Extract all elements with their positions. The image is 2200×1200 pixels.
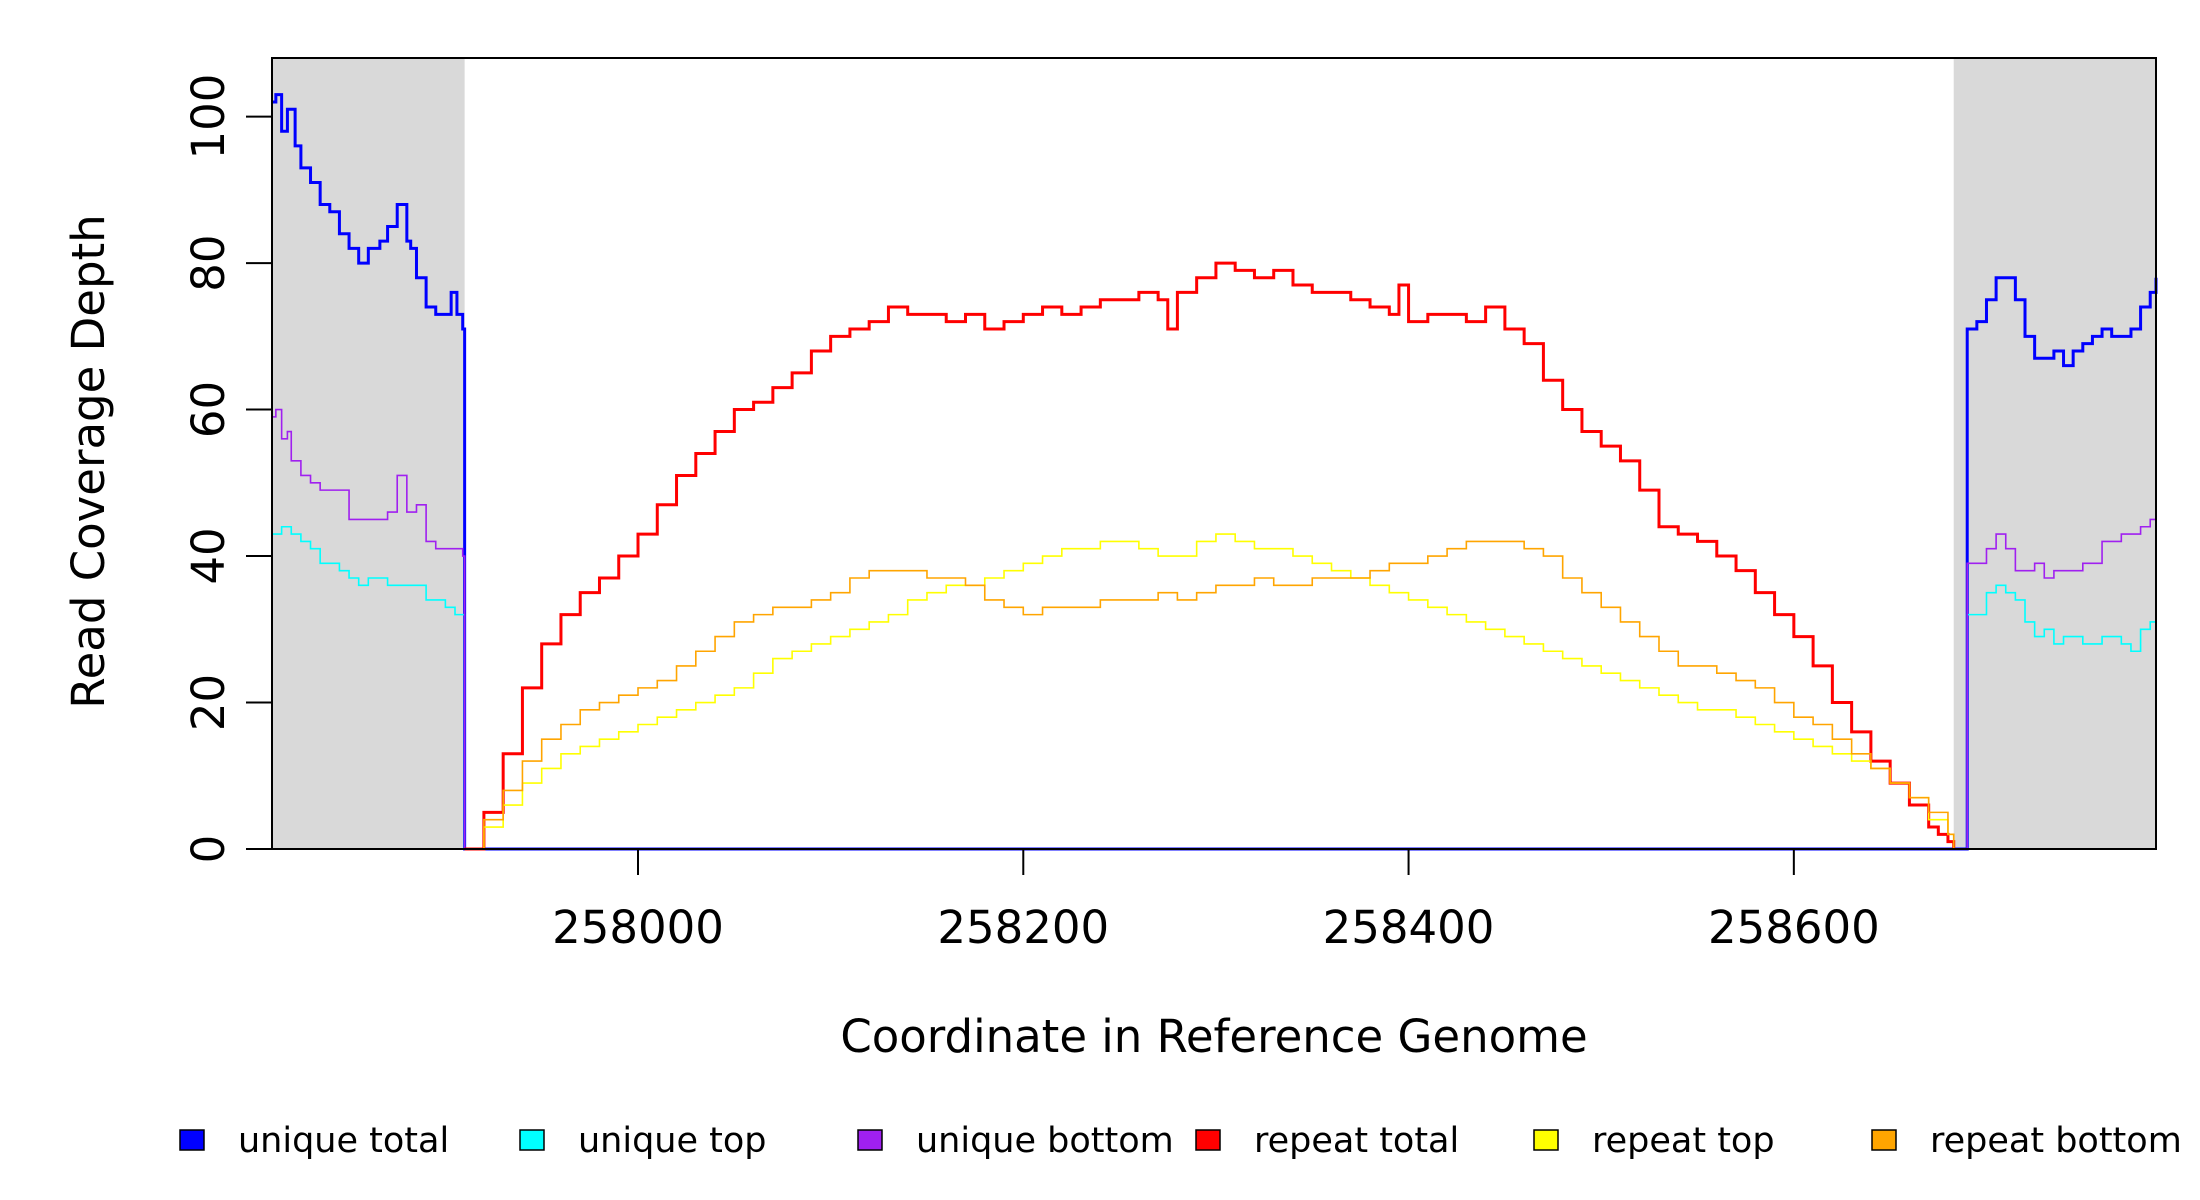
series-unique-bottom [272, 408, 2156, 850]
y-axis: 0 20 40 60 80 100 [182, 74, 272, 864]
y-tick-label: 100 [182, 74, 235, 160]
legend-label: repeat bottom [1930, 1121, 2182, 1161]
y-tick-label: 80 [182, 234, 235, 291]
x-axis-title: Coordinate in Reference Genome [840, 1010, 1587, 1063]
series-repeat-bottom [464, 540, 1955, 850]
series-repeat-top [464, 533, 1955, 850]
y-tick-label: 60 [182, 381, 235, 438]
shaded-region-2 [1953, 58, 2156, 849]
legend-label: unique total [238, 1121, 449, 1161]
series-repeat-total [464, 261, 1956, 851]
y-tick-label: 40 [182, 527, 235, 584]
y-tick-label: 0 [182, 835, 235, 864]
legend-label: repeat top [1592, 1121, 1775, 1161]
shaded-region-1 [272, 58, 465, 849]
y-axis-title: Read Coverage Depth [62, 214, 115, 708]
legend-swatch [519, 1129, 545, 1151]
series-unique-top [272, 525, 2157, 850]
x-axis: 258000 258200 258400 258600 [552, 849, 1880, 954]
legend: unique total unique top unique bottom repea… [179, 1121, 2182, 1161]
x-tick-label: 258200 [937, 901, 1109, 954]
x-tick-label: 258400 [1323, 901, 1495, 954]
shaded-regions [272, 58, 2156, 849]
legend-label: unique top [578, 1121, 767, 1161]
plot-frame [271, 57, 2157, 850]
legend-label: repeat total [1254, 1121, 1459, 1161]
series-unique-total [272, 93, 2158, 851]
y-tick-label: 20 [182, 674, 235, 731]
legend-label: unique bottom [916, 1121, 1174, 1161]
legend-swatch [857, 1129, 883, 1151]
legend-swatch [1871, 1129, 1897, 1151]
legend-swatch [179, 1129, 205, 1151]
x-tick-label: 258000 [552, 901, 724, 954]
legend-swatch [1533, 1129, 1559, 1151]
x-tick-label: 258600 [1708, 901, 1880, 954]
series-lines [272, 93, 2158, 851]
legend-swatch [1195, 1129, 1221, 1151]
